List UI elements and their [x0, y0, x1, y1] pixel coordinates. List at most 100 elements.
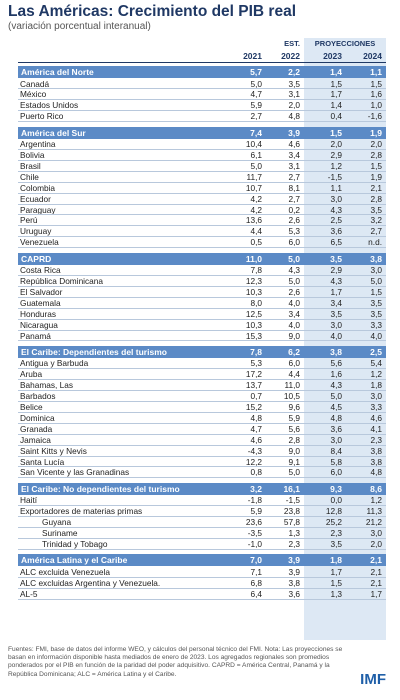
cell: 1,3: [330, 588, 342, 599]
row-label: Costa Rica: [20, 265, 61, 276]
cell: 23,6: [245, 517, 262, 528]
row-rule: [18, 433, 386, 435]
cell: 4,2: [250, 204, 262, 215]
cell: 3,8: [370, 456, 382, 467]
cell: 21,2: [365, 517, 382, 528]
cell: 3,0: [330, 434, 342, 445]
cell: -1,5: [327, 171, 342, 182]
row-label: Estados Unidos: [20, 100, 79, 111]
cell: 2,1: [370, 182, 382, 193]
cell: 5,0: [370, 276, 382, 286]
cell: 12,5: [245, 308, 262, 319]
cell: 4,0: [330, 330, 342, 341]
cell: 1,5: [330, 127, 342, 138]
section-bar: [18, 66, 386, 78]
cell: 13,6: [245, 215, 262, 226]
row-rule: [18, 598, 386, 600]
row-label: Venezuela: [20, 237, 59, 248]
subtitle: (variación porcentual interanual): [8, 21, 151, 32]
row-rule: [18, 576, 386, 578]
cell: -4,3: [247, 445, 262, 456]
row-rule: [18, 527, 386, 528]
projections-label: PROYECCIONES: [314, 39, 376, 48]
cell: 11,3: [366, 506, 382, 517]
cell: 1,5: [330, 577, 342, 588]
row-label: Jamaica: [20, 434, 51, 445]
row-rule: [18, 318, 386, 320]
cell: 7,8: [250, 265, 262, 276]
cell: 2,2: [288, 67, 300, 77]
cell: 8,1: [288, 182, 300, 193]
cell: 1,5: [330, 78, 342, 89]
section-label: El Caribe: No dependientes del turismo: [21, 483, 180, 494]
cell: 1,0: [370, 100, 382, 111]
row-label: Panamá: [20, 330, 51, 341]
section-bar: [18, 252, 386, 265]
cell: 11,0: [245, 253, 262, 264]
row-label: Honduras: [20, 308, 56, 319]
row-rule: [18, 401, 386, 402]
cell: 5,4: [370, 358, 382, 369]
row-label: Granada: [20, 423, 53, 434]
cell: 6,0: [288, 358, 300, 369]
cell: 1,5: [370, 78, 382, 89]
cell: 0,7: [250, 391, 262, 402]
cell: 1,9: [370, 127, 382, 138]
row-rule: [18, 368, 386, 370]
row-rule: [18, 181, 386, 183]
row-rule: [18, 307, 386, 309]
cell: 4,4: [250, 226, 262, 237]
row-rule: [18, 88, 386, 90]
cell: 4,3: [330, 204, 342, 215]
row-label: El Salvador: [20, 286, 63, 297]
cell: 3,5: [370, 204, 382, 215]
cell: 4,0: [288, 297, 300, 308]
cell: 13,7: [245, 380, 262, 391]
row-rule: [18, 203, 386, 205]
cell: 2,8: [370, 193, 382, 204]
cell: 4,8: [370, 467, 382, 478]
cell: 4,8: [250, 412, 262, 423]
cell: -3,5: [247, 528, 262, 538]
cell: 3,3: [370, 402, 382, 412]
cell: 2,1: [370, 577, 382, 588]
section-bar: [18, 345, 386, 358]
cell: 2,1: [370, 566, 382, 577]
cell: 3,3: [370, 319, 382, 330]
cell: 0,5: [250, 237, 262, 248]
cell: 4,0: [370, 330, 382, 341]
cell: 8,4: [330, 445, 342, 456]
row-label: Dominica: [20, 412, 55, 423]
cell: 0,8: [250, 467, 262, 478]
cell: 4,7: [250, 423, 262, 434]
cell: 3,0: [370, 528, 382, 538]
cell: 15,2: [245, 402, 262, 412]
row-label: México: [20, 89, 47, 100]
cell: 1,4: [330, 100, 342, 111]
cell: 3,0: [330, 319, 342, 330]
cell: 4,8: [330, 412, 342, 423]
cell: 0,2: [288, 204, 300, 215]
cell: 25,2: [325, 517, 342, 528]
row-rule: [18, 548, 386, 550]
cell: 17,2: [245, 369, 262, 380]
cell: 2,0: [288, 100, 300, 111]
cell: 2,5: [370, 346, 382, 357]
cell: 1,7: [370, 588, 382, 599]
cell: 3,1: [288, 160, 300, 171]
cell: 7,8: [250, 346, 262, 357]
row-rule: [18, 296, 386, 298]
cell: 10,3: [245, 319, 262, 330]
cell: 4,3: [330, 380, 342, 391]
cell: 9,0: [288, 445, 300, 456]
row-rule: [18, 121, 386, 123]
cell: 1,2: [330, 160, 342, 171]
cell: 2,3: [288, 538, 300, 549]
row-label: San Vicente y las Granadinas: [20, 467, 130, 478]
cell: 2,0: [370, 538, 382, 549]
row-label: Canadá: [20, 78, 50, 89]
cell: 4,2: [250, 193, 262, 204]
cell: 12,3: [245, 276, 262, 286]
cell: 1,3: [288, 528, 300, 538]
cell: 10,4: [245, 139, 262, 150]
